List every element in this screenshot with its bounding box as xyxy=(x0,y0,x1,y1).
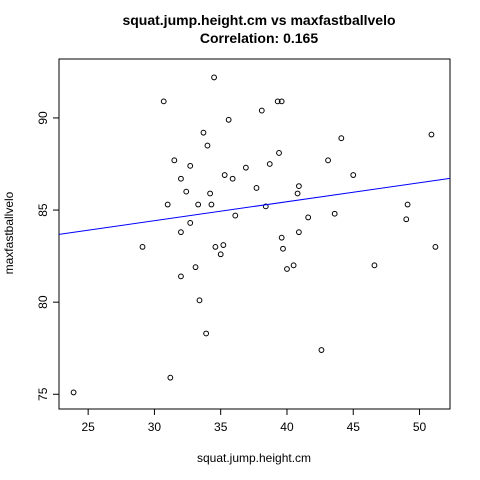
data-point xyxy=(331,210,338,217)
x-tick-label: 25 xyxy=(81,420,95,434)
data-point xyxy=(207,190,213,197)
data-point xyxy=(183,188,190,195)
data-point xyxy=(203,330,210,337)
data-point xyxy=(200,129,207,136)
data-point xyxy=(325,157,331,164)
data-point xyxy=(208,201,215,208)
x-tick-label: 35 xyxy=(214,420,228,434)
data-point xyxy=(253,185,260,191)
data-point xyxy=(404,201,411,208)
data-point xyxy=(195,201,202,208)
data-point xyxy=(305,214,312,221)
x-axis-label: squat.jump.height.cm xyxy=(197,451,311,465)
data-point xyxy=(350,172,357,178)
data-point xyxy=(262,203,269,210)
x-tick-label: 50 xyxy=(413,420,427,434)
data-point xyxy=(278,234,285,241)
data-point xyxy=(187,162,194,169)
data-point xyxy=(212,243,219,250)
data-point xyxy=(171,157,178,164)
data-point xyxy=(225,116,232,123)
plot-area-box xyxy=(58,58,451,410)
data-point xyxy=(139,243,146,250)
data-point xyxy=(266,161,273,167)
data-point xyxy=(160,98,167,105)
x-tick-label: 30 xyxy=(148,420,162,434)
y-tick-label: 80 xyxy=(36,295,50,309)
y-axis-label: maxfastballvelo xyxy=(2,191,16,274)
data-point xyxy=(70,389,77,396)
x-axis: 25 30 35 40 45 50 xyxy=(81,408,427,434)
data-point xyxy=(432,243,439,250)
x-tick-label: 40 xyxy=(280,420,294,434)
chart-subtitle: Correlation: 0.165 xyxy=(200,30,318,46)
data-point xyxy=(178,175,184,182)
data-point xyxy=(296,229,302,236)
data-point xyxy=(196,297,203,304)
data-point xyxy=(338,135,345,142)
data-point xyxy=(204,142,211,149)
data-point xyxy=(221,172,228,178)
regression-line xyxy=(58,177,451,235)
data-point xyxy=(211,74,217,81)
data-point xyxy=(278,98,285,105)
data-point xyxy=(276,150,282,156)
data-point xyxy=(192,264,199,271)
data-point xyxy=(167,374,174,381)
data-point xyxy=(280,245,286,252)
data-point xyxy=(164,201,171,208)
x-tick-label: 45 xyxy=(347,420,361,434)
data-point xyxy=(371,262,378,269)
data-point xyxy=(258,107,265,114)
data-point xyxy=(232,212,239,219)
y-tick-label: 85 xyxy=(36,203,50,217)
y-axis: 75 80 85 90 xyxy=(36,111,60,401)
data-point xyxy=(294,190,301,197)
data-point xyxy=(217,251,224,258)
data-point xyxy=(229,175,236,182)
data-point xyxy=(296,183,302,190)
data-point xyxy=(242,164,249,171)
data-point xyxy=(403,216,410,223)
data-point xyxy=(187,220,194,226)
data-point xyxy=(284,266,290,272)
chart-title: squat.jump.height.cm vs maxfastballvelo xyxy=(122,12,395,28)
data-point xyxy=(274,98,281,105)
y-tick-label: 90 xyxy=(36,111,50,125)
data-point xyxy=(178,273,184,280)
plot-content xyxy=(58,74,451,396)
data-point xyxy=(428,131,435,138)
data-point xyxy=(178,229,184,236)
y-tick-label: 75 xyxy=(36,387,50,401)
data-point xyxy=(290,262,297,269)
data-point xyxy=(318,347,325,353)
data-point xyxy=(220,242,227,248)
